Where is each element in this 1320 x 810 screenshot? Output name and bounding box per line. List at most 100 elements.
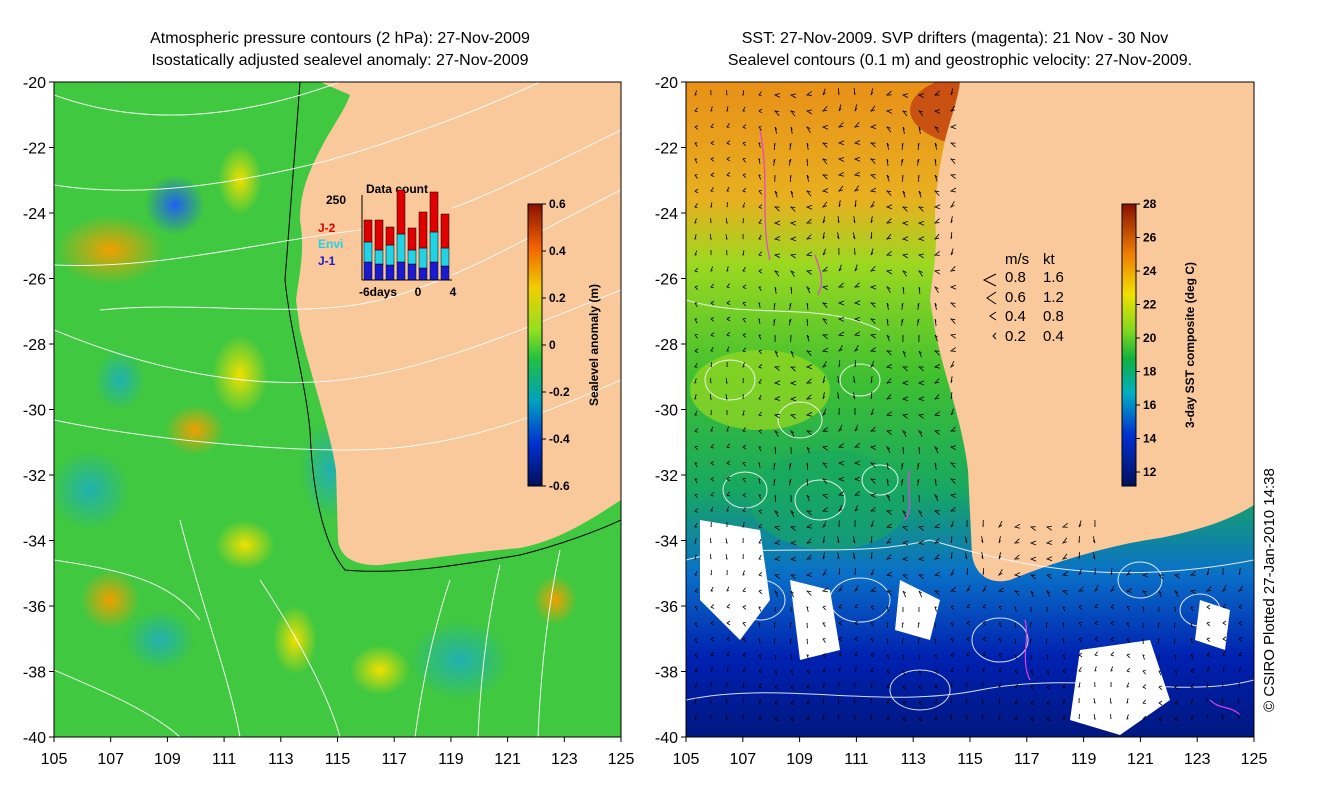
x-tick-label: 119 (1071, 751, 1097, 768)
velocity-arrow (822, 653, 827, 658)
velocity-arrow (917, 270, 923, 277)
velocity-arrow (918, 590, 923, 598)
colorbar-tick-label: 0.2 (549, 291, 566, 305)
velocity-arrow (917, 253, 925, 259)
inset-bar (396, 233, 406, 263)
velocity-arrow (933, 250, 940, 256)
velocity-arrow (822, 376, 826, 384)
y-tick-label: -26 (23, 272, 46, 289)
velocity-arrow (790, 286, 793, 294)
velocity-arrow (869, 158, 876, 164)
velocity-arrow (853, 376, 856, 384)
velocity-arrow (709, 234, 712, 241)
velocity-arrow (982, 666, 985, 672)
velocity-arrow (902, 685, 907, 690)
velocity-arrow (885, 378, 892, 384)
velocity-arrow (758, 378, 762, 384)
velocity-arrow (950, 248, 954, 256)
velocity-arrow (758, 411, 763, 417)
velocity-arrow (789, 302, 792, 310)
velocity-arrow (853, 552, 856, 560)
velocity-row-4-kt: 0.4 (1043, 328, 1064, 345)
velocity-arrow (1222, 651, 1226, 656)
velocity-arrow (885, 493, 891, 502)
velocity-arrow (1078, 682, 1081, 688)
velocity-arrow (1013, 590, 1020, 596)
velocity-arrow (901, 253, 909, 259)
velocity-arrow (742, 362, 745, 368)
velocity-arrow (694, 234, 697, 240)
velocity-arrow (869, 105, 876, 112)
velocity-arrow (726, 156, 731, 162)
velocity-arrow (758, 429, 763, 434)
velocity-arrow (710, 506, 714, 512)
colorbar-tick-label: 22 (1143, 298, 1157, 312)
velocity-arrow (1190, 683, 1194, 688)
velocity-arrow (789, 540, 797, 546)
velocity-arrow (870, 248, 874, 256)
sst-colorbar-label: 3-day SST composite (deg C) (1183, 262, 1197, 428)
velocity-arrow (821, 445, 829, 451)
velocity-arrow (821, 507, 828, 512)
velocity-arrow (742, 317, 747, 323)
velocity-arrow (774, 670, 778, 676)
velocity-arrow (805, 285, 811, 294)
velocity-arrow (822, 698, 825, 705)
velocity-arrow (821, 587, 829, 593)
velocity-arrow (869, 462, 876, 468)
velocity-arrow (1141, 572, 1149, 578)
velocity-arrow (742, 266, 746, 272)
velocity-arrow (837, 698, 840, 705)
velocity-arrow (885, 286, 891, 293)
velocity-arrow (901, 574, 908, 580)
velocity-arrow (1221, 714, 1224, 721)
velocity-arrow (821, 493, 829, 499)
velocity-arrow (694, 538, 697, 544)
velocity-arrow (805, 411, 813, 417)
velocity-arrow (870, 682, 873, 688)
velocity-arrow (694, 378, 697, 384)
y-tick-label: -40 (23, 730, 46, 747)
velocity-arrow (949, 445, 957, 451)
velocity-arrow (694, 90, 698, 96)
velocity-arrow (789, 526, 796, 532)
velocity-arrow (886, 715, 890, 720)
velocity-arrow (997, 587, 1005, 593)
y-tick-label: -22 (23, 141, 46, 158)
velocity-arrow (694, 714, 697, 720)
velocity-arrow (837, 392, 840, 400)
velocity-arrow (1061, 553, 1068, 560)
velocity-arrow (1030, 700, 1035, 706)
velocity-arrow (1062, 621, 1065, 628)
velocity-arrow (790, 670, 794, 676)
velocity-arrow (902, 190, 906, 198)
velocity-arrow (710, 123, 714, 129)
velocity-arrow (886, 621, 889, 628)
velocity-arrow (822, 88, 826, 96)
australia-land-right (930, 82, 1254, 582)
velocity-arrow (1078, 605, 1083, 610)
velocity-arrow (758, 478, 761, 484)
velocity-arrow (773, 236, 781, 241)
velocity-arrow (901, 206, 908, 212)
velocity-arrow (758, 108, 763, 114)
velocity-arrow (901, 429, 907, 438)
velocity-arrow (1206, 621, 1211, 627)
velocity-arrow (869, 506, 876, 512)
velocity-arrow (998, 682, 1001, 688)
velocity-arrow (902, 126, 905, 134)
velocity-arrow (758, 446, 762, 452)
velocity-arrow (821, 106, 828, 112)
velocity-arrow (821, 174, 828, 180)
velocity-arrow (758, 683, 763, 689)
velocity-arrow (837, 536, 840, 544)
velocity-arrow (821, 285, 829, 291)
velocity-arrow (1206, 666, 1210, 672)
velocity-arrow (1174, 653, 1177, 660)
velocity-legend-header-kt: kt (1043, 251, 1056, 268)
velocity-arrow (805, 538, 812, 544)
velocity-arrow (885, 523, 893, 529)
velocity-arrow (789, 206, 796, 212)
x-tick-label: 107 (729, 751, 756, 768)
velocity-arrow (1045, 525, 1053, 531)
